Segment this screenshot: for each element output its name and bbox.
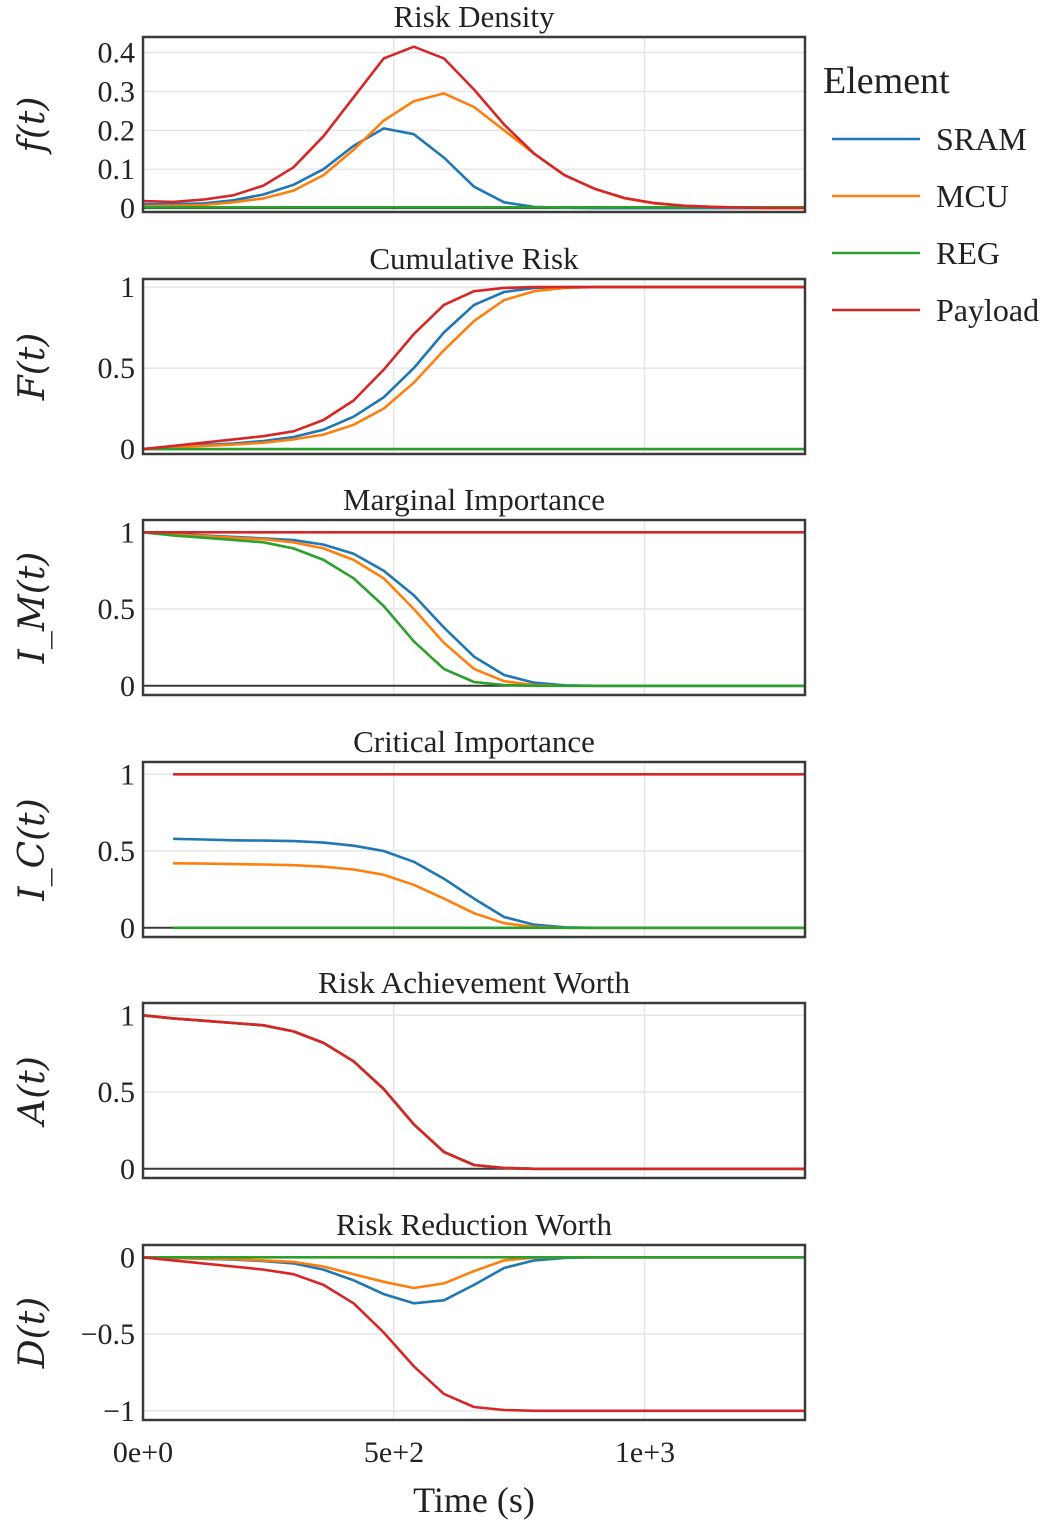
y-axis-label: F(t) — [12, 333, 53, 402]
panel-title: Risk Reduction Worth — [336, 1207, 612, 1242]
panel-title: Risk Achievement Worth — [318, 965, 631, 1000]
y-tick-label: 0 — [120, 670, 135, 703]
y-tick-label: 0.3 — [98, 75, 136, 108]
panel-title: Risk Density — [393, 0, 555, 34]
legend-label-sram: SRAM — [936, 121, 1027, 157]
gridlines — [142, 762, 805, 937]
plot-frame — [141, 277, 807, 456]
legend-label-reg: REG — [936, 235, 1000, 271]
panel-title: Marginal Importance — [343, 482, 605, 517]
legend-title: Element — [823, 60, 950, 102]
panel-risk-achievement-worth: 0 0.5 1 Risk Achievement Worth A(t) — [12, 965, 807, 1186]
panel-title: Cumulative Risk — [369, 241, 579, 276]
y-tick-label: 0 — [120, 912, 135, 945]
y-tick-label: 1 — [120, 999, 135, 1032]
panel-risk-density: 0 0.1 0.2 0.3 0.4 Risk Density f(t) — [12, 0, 807, 225]
plot-frame — [141, 760, 807, 939]
series-line-sram — [173, 837, 805, 930]
y-tick-label: 0 — [120, 1241, 135, 1274]
plot-frame — [141, 1243, 807, 1422]
legend-item-reg: REG — [832, 235, 1000, 271]
plot-frame — [141, 518, 807, 697]
series-line-mcu — [142, 1256, 805, 1290]
y-axis-label: I_M(t) — [12, 552, 53, 665]
panels: 0 0.1 0.2 0.3 0.4 Risk Density f(t) 0 0.5 1 Cumula… — [12, 0, 807, 1428]
y-tick-label: 0 — [120, 192, 135, 225]
legend-item-payload: Payload — [832, 292, 1039, 328]
legend-label-payload: Payload — [936, 292, 1039, 328]
y-tick-label: −0.5 — [81, 1318, 135, 1351]
y-axis-label: I_C(t) — [12, 798, 53, 901]
y-tick-label: 1 — [120, 516, 135, 549]
y-tick-label: 0.1 — [98, 153, 136, 186]
panel-marginal-importance: 0 0.5 1 Marginal Importance I_M(t) — [12, 482, 807, 703]
y-tick-label: 0 — [120, 433, 135, 466]
y-tick-label: 0 — [120, 1153, 135, 1186]
y-tick-label: −1 — [103, 1395, 135, 1428]
legend-label-mcu: MCU — [936, 178, 1009, 214]
y-axis-label: D(t) — [12, 1297, 53, 1369]
x-tick-label: 5e+2 — [364, 1436, 424, 1469]
x-tick-label: 0e+0 — [113, 1436, 173, 1469]
series-line-reg — [142, 531, 805, 688]
y-axis-label: A(t) — [12, 1056, 53, 1128]
series-line-mcu — [142, 92, 805, 210]
plot-frame — [141, 1001, 807, 1180]
y-tick-label: 0.5 — [98, 352, 136, 385]
x-tick-label: 1e+3 — [615, 1436, 675, 1469]
y-axis-label: f(t) — [12, 97, 53, 156]
series-line-payload — [142, 45, 805, 210]
series-line-sram — [143, 127, 805, 210]
series-line-payload — [142, 285, 805, 451]
y-tick-label: 1 — [120, 758, 135, 791]
legend: Element SRAM MCU REG Payload — [823, 60, 1039, 328]
x-axis-label: Time (s) — [413, 1480, 535, 1520]
y-tick-label: 1 — [120, 271, 135, 304]
series-line-payload — [142, 1014, 805, 1171]
y-tick-label: 0.4 — [98, 37, 136, 70]
y-tick-label: 0.5 — [98, 1076, 136, 1109]
panel-risk-reduction-worth: 0 −0.5 −1 Risk Reduction Worth D(t) — [12, 1207, 807, 1428]
panel-critical-importance: 0 0.5 1 Critical Importance I_C(t) — [12, 724, 807, 945]
legend-item-sram: SRAM — [832, 121, 1027, 157]
panel-cumulative-risk: 0 0.5 1 Cumulative Risk F(t) — [12, 241, 807, 466]
series-line-mcu — [173, 862, 805, 930]
gridlines — [142, 1003, 805, 1178]
series-line-payload — [142, 1256, 805, 1413]
y-tick-label: 0.2 — [98, 114, 136, 147]
y-tick-label: 0.5 — [98, 593, 136, 626]
panel-title: Critical Importance — [353, 724, 595, 759]
series-line-sram — [142, 1256, 805, 1305]
y-tick-label: 0.5 — [98, 835, 136, 868]
plot-frame — [141, 35, 807, 214]
x-axis: 0e+0 5e+2 1e+3 Time (s) — [113, 1436, 675, 1520]
legend-item-mcu: MCU — [832, 178, 1009, 214]
